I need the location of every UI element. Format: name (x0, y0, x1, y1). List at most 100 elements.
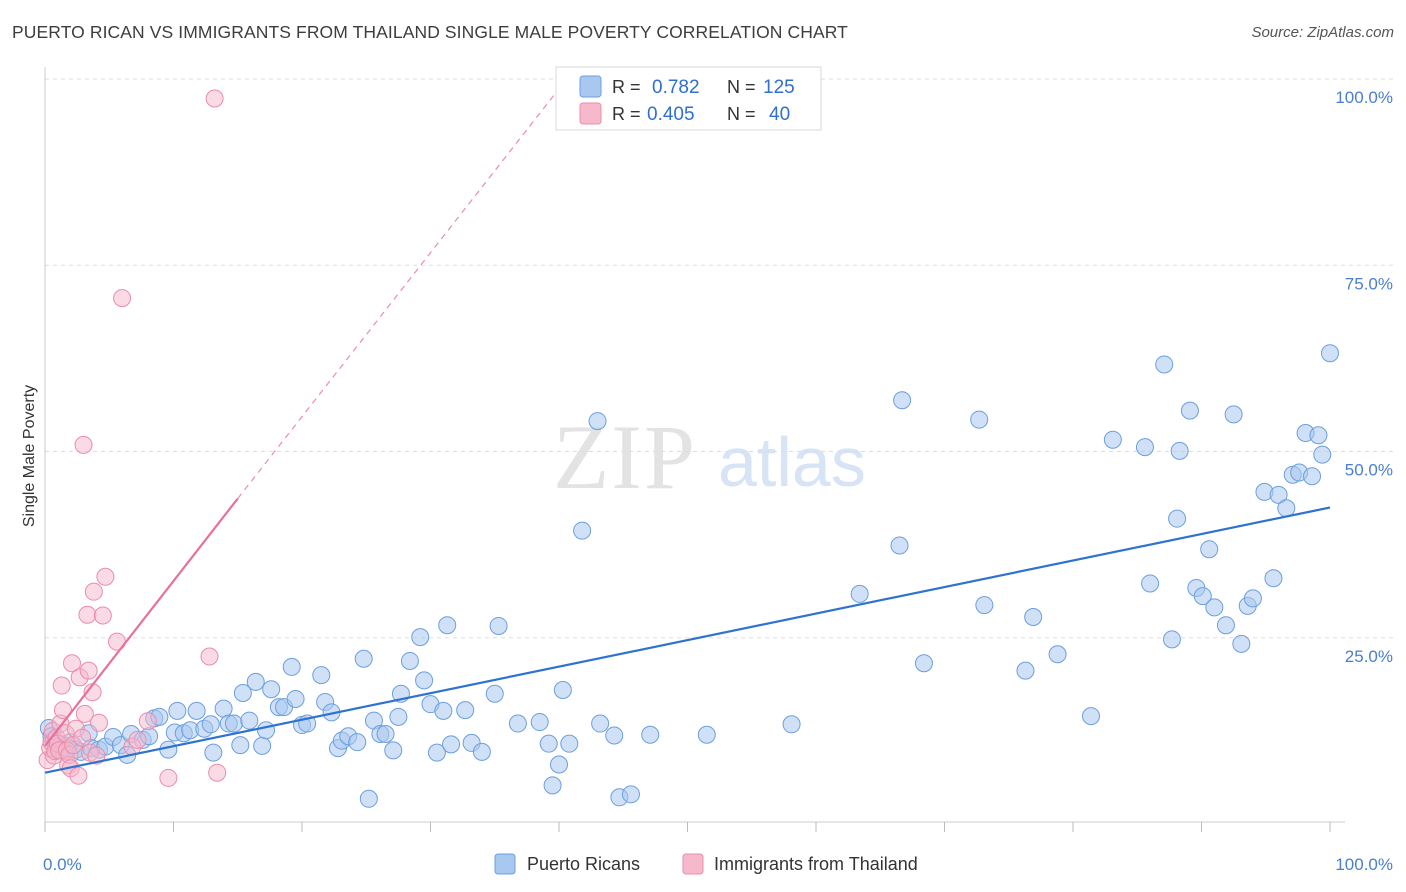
puerto-rican-point (240, 711, 259, 730)
puerto-rican-point (553, 681, 572, 700)
puerto-rican-point (1243, 589, 1262, 608)
puerto-rican-point (782, 715, 801, 734)
thailand-points (38, 89, 227, 787)
puerto-rican-point (411, 628, 430, 647)
axes (44, 67, 1345, 823)
thailand-point (113, 289, 132, 308)
puerto-rican-point (1180, 401, 1199, 420)
puerto-rican-point (1303, 467, 1322, 486)
puerto-rican-point (539, 734, 558, 753)
y-tick-labels: 100.0% 75.0% 50.0% 25.0% (1335, 88, 1393, 666)
y-tick-label: 25.0% (1345, 647, 1393, 666)
puerto-rican-point (970, 410, 989, 429)
puerto-rican-point (1232, 634, 1251, 653)
puerto-rican-point (508, 714, 527, 733)
puerto-rican-point (201, 715, 220, 734)
thailand-point (69, 766, 88, 785)
puerto-rican-point (384, 741, 403, 760)
legend-n-value-2: 40 (769, 104, 790, 125)
legend-swatch-pink (579, 102, 602, 125)
puerto-rican-point (560, 734, 579, 753)
puerto-rican-point (282, 657, 301, 676)
puerto-rican-point (1048, 645, 1067, 664)
thailand-point (200, 647, 219, 666)
thailand-point (208, 763, 227, 782)
puerto-rican-point (233, 684, 252, 702)
puerto-rican-point (914, 654, 933, 673)
thailand-point (78, 605, 97, 624)
thailand-point (138, 712, 157, 731)
thailand-point (84, 582, 103, 601)
thailand-point (74, 435, 93, 454)
puerto-rican-point (1168, 509, 1187, 528)
puerto-rican-point (850, 584, 869, 603)
legend-r-label-1: R = (612, 77, 641, 97)
puerto-rican-point (231, 736, 250, 755)
legend-r-label-2: R = (612, 104, 641, 124)
puerto-rican-point (621, 785, 640, 804)
grid-lines (45, 78, 1393, 639)
puerto-rican-point (975, 596, 994, 615)
puerto-rican-point (415, 671, 434, 690)
puerto-rican-point (1081, 707, 1100, 726)
puerto-rican-point (697, 725, 716, 744)
thailand-point (93, 606, 112, 625)
puerto-rican-point (543, 776, 562, 795)
puerto-rican-point (588, 412, 607, 431)
thailand-point (79, 661, 98, 680)
thailand-trend-extension (237, 78, 568, 499)
thailand-point (62, 654, 81, 673)
watermark-atlas: atlas (718, 423, 866, 501)
puerto-rican-point (257, 721, 276, 740)
puerto-rican-point (1269, 485, 1288, 504)
bottom-legend-swatch-blue (494, 853, 516, 875)
puerto-rican-point (1205, 598, 1224, 617)
puerto-rican-point (890, 536, 909, 555)
thailand-point (96, 567, 115, 586)
puerto-rican-point (253, 736, 272, 755)
x-tick-label-min: 0.0% (43, 855, 82, 874)
puerto-rican-point (456, 701, 475, 720)
y-axis-label: Single Male Poverty (21, 385, 38, 527)
thailand-point (159, 768, 178, 787)
y-tick-label: 100.0% (1335, 88, 1393, 107)
bottom-legend-label-1: Puerto Ricans (527, 854, 640, 874)
puerto-rican-point (1135, 438, 1154, 457)
thailand-trend-line (44, 497, 239, 747)
puerto-rican-point (605, 726, 624, 745)
stats-legend: R = 0.782 N = 125 R = 0.405 N = 40 (555, 66, 822, 131)
legend-n-value-1: 125 (763, 77, 795, 98)
puerto-rican-point (224, 714, 243, 733)
puerto-rican-point (359, 789, 378, 808)
puerto-rican-point (1024, 608, 1043, 627)
puerto-rican-point (489, 616, 508, 635)
puerto-rican-point (159, 740, 178, 759)
puerto-rican-point (1170, 441, 1189, 460)
puerto-rican-point (591, 714, 610, 733)
puerto-rican-point (354, 649, 373, 668)
puerto-rican-point (1016, 661, 1035, 680)
y-tick-label: 50.0% (1345, 461, 1393, 480)
thailand-point (52, 676, 71, 695)
trend-lines (44, 78, 1331, 774)
puerto-rican-point (1162, 630, 1181, 649)
puerto-rican-point (312, 666, 331, 685)
puerto-rican-point (348, 733, 367, 752)
watermark-zip: ZIP (553, 406, 697, 508)
legend-n-label-2: N = (727, 104, 756, 124)
thailand-point (87, 746, 106, 765)
puerto-rican-point (400, 651, 419, 670)
y-tick-label: 75.0% (1345, 274, 1393, 293)
puerto-rican-point (434, 701, 453, 720)
puerto-rican-point (1313, 445, 1332, 464)
puerto-ricans-trend-line (44, 506, 1331, 774)
source-label: Source: ZipAtlas.com (1251, 24, 1394, 41)
bottom-legend-label-2: Immigrants from Thailand (714, 854, 918, 874)
legend-swatch-blue (579, 75, 602, 98)
puerto-rican-point (187, 701, 206, 720)
legend-r-value-1: 0.782 (652, 77, 700, 98)
x-tick-label-max: 100.0% (1335, 855, 1393, 874)
puerto-rican-point (389, 707, 408, 726)
puerto-rican-point (641, 725, 660, 744)
